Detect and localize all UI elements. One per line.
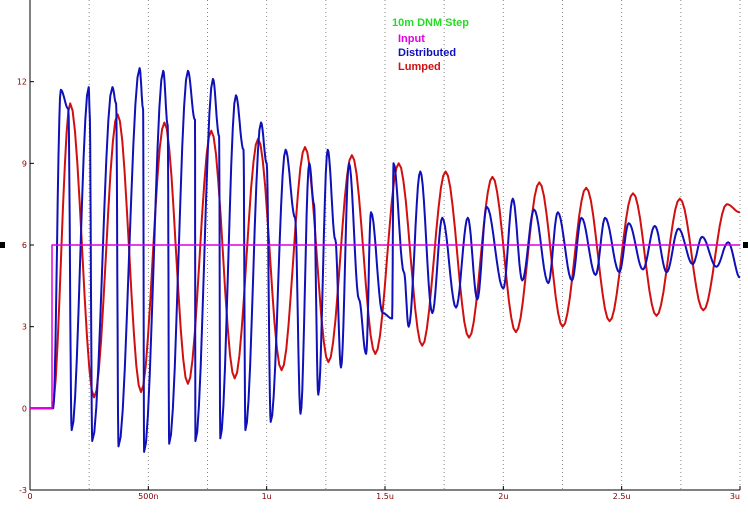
y-tick-label-3: 6	[22, 241, 27, 250]
legend-input: Input	[398, 33, 425, 45]
chart-title: 10m DNM Step	[392, 17, 469, 29]
x-tick-label-0: 0	[27, 492, 32, 501]
x-tick-label-6: 3u	[730, 492, 740, 501]
series-line-lumped	[30, 102, 741, 410]
y-tick-label-1: 0	[22, 404, 27, 413]
legend: 10m DNM Step Input Distributed Lumped	[392, 17, 469, 73]
legend-distributed: Distributed	[398, 47, 456, 59]
y-tick-label-0: -3	[19, 486, 27, 495]
x-tick-label-4: 2u	[498, 492, 508, 501]
series-line-input	[30, 244, 740, 410]
x-tick-label-2: 1u	[262, 492, 272, 501]
left-cursor-marker[interactable]	[0, 242, 5, 248]
y-tick-label-2: 3	[22, 323, 27, 332]
y-tick-label-4: 9	[22, 159, 27, 168]
right-cursor-marker[interactable]	[743, 242, 748, 248]
x-tick-label-1: 500n	[138, 492, 158, 501]
x-tick-label-3: 1.5u	[376, 492, 394, 501]
series-line-distributed	[30, 67, 741, 453]
cursor-markers	[0, 242, 748, 248]
legend-lumped: Lumped	[398, 61, 441, 73]
y-tick-label-5: 12	[17, 78, 27, 87]
series-layer	[30, 67, 741, 453]
x-tick-label-5: 2.5u	[613, 492, 631, 501]
